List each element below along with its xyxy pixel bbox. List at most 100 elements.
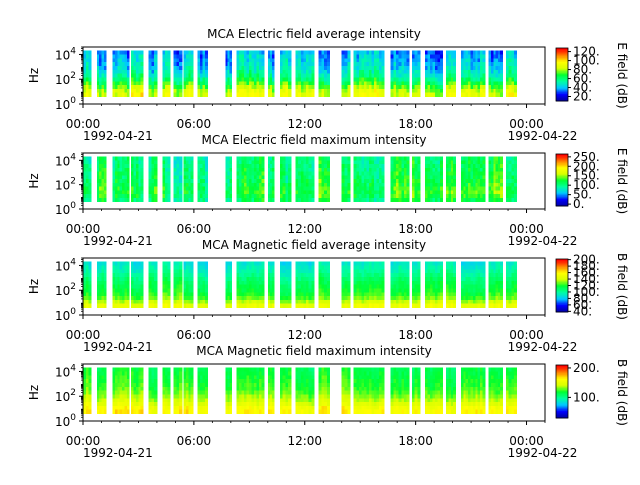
spectrogram-cell [198, 160, 201, 164]
spectrogram-cell [319, 66, 322, 70]
spectrogram-cell [480, 172, 483, 176]
spectrogram-cell [122, 304, 125, 308]
spectrogram-cell [86, 285, 89, 289]
spectrogram-cell [283, 198, 286, 202]
spectrogram-cell [99, 157, 102, 161]
spectrogram-cell [188, 70, 191, 74]
spectrogram-cell [500, 198, 503, 202]
spectrogram-cell [514, 51, 517, 55]
spectrogram-cell [141, 157, 144, 161]
spectrogram-cell [205, 66, 208, 70]
spectrogram-cell [321, 183, 324, 187]
spectrogram-cell [191, 81, 194, 85]
spectrogram-cell [374, 160, 377, 164]
spectrogram-cell [254, 81, 257, 85]
spectrogram-cell [303, 62, 306, 66]
spectrogram-cell [364, 157, 367, 161]
spectrogram-cell [354, 160, 357, 164]
spectrogram-cell [288, 55, 291, 59]
spectrogram-cell [498, 85, 501, 89]
spectrogram-cell [393, 70, 396, 74]
spectrogram-cell [471, 194, 474, 198]
spectrogram-cell [366, 175, 369, 179]
spectrogram-cell [97, 296, 100, 300]
spectrogram-cell [283, 183, 286, 187]
spectrogram-cell [361, 281, 364, 285]
spectrogram-cell [285, 198, 288, 202]
spectrogram-cell [165, 300, 168, 304]
spectrogram-cell [203, 183, 206, 187]
spectrogram-cell [404, 187, 407, 191]
spectrogram-cell [427, 93, 430, 97]
spectrogram-cell [393, 187, 396, 191]
spectrogram-cell [203, 285, 206, 289]
spectrogram-cell [354, 85, 357, 89]
spectrogram-cell [483, 288, 486, 292]
spectrogram-cell [342, 70, 345, 74]
spectrogram-cell [344, 296, 347, 300]
spectrogram-cell [254, 168, 257, 172]
spectrogram-cell [115, 175, 118, 179]
spectrogram-cell [496, 160, 499, 164]
spectrogram-cell [391, 304, 394, 308]
spectrogram-cell [425, 74, 428, 78]
spectrogram-cell [364, 66, 367, 70]
spectrogram-cell [162, 89, 165, 93]
spectrogram-cell [86, 292, 89, 296]
spectrogram-cell [468, 62, 471, 66]
spectrogram-cell [493, 194, 496, 198]
spectrogram-cell [306, 66, 309, 70]
spectrogram-cell [461, 81, 464, 85]
spectrogram-cell [203, 51, 206, 55]
spectrogram-cell [113, 296, 116, 300]
panel-3: MCA Magnetic field average intensityHz10… [27, 238, 629, 354]
spectrogram-cell [246, 70, 249, 74]
spectrogram-cell [241, 172, 244, 176]
spectrogram-cell [120, 175, 123, 179]
spectrogram-cell [407, 66, 410, 70]
spectrogram-cell [511, 66, 514, 70]
spectrogram-cell [133, 288, 136, 292]
spectrogram-cell [122, 187, 125, 191]
spectrogram-cell [432, 172, 435, 176]
spectrogram-cell [99, 168, 102, 172]
spectrogram-cell [372, 51, 375, 55]
spectrogram-cell [500, 187, 503, 191]
spectrogram-cell [301, 285, 304, 289]
spectrogram-cell [399, 172, 402, 176]
spectrogram-cell [430, 89, 433, 93]
spectrogram-cell [342, 273, 345, 277]
spectrogram-cell [369, 300, 372, 304]
spectrogram-cell [344, 85, 347, 89]
spectrogram-cell [344, 262, 347, 266]
spectrogram-cell [415, 288, 418, 292]
spectrogram-cell [167, 277, 170, 281]
spectrogram-cell [463, 288, 466, 292]
spectrogram-cell [259, 281, 262, 285]
spectrogram-cell [86, 273, 89, 277]
spectrogram-cell [311, 304, 314, 308]
spectrogram-cell [89, 387, 92, 391]
spectrogram-cell [288, 198, 291, 202]
spectrogram-cell [167, 157, 170, 161]
spectrogram-cell [127, 179, 130, 183]
spectrogram-cell [288, 168, 291, 172]
spectrogram-cell [415, 190, 418, 194]
spectrogram-cell [280, 164, 283, 168]
spectrogram-cell [249, 300, 252, 304]
spectrogram-cell [131, 292, 134, 296]
spectrogram-cell [296, 285, 299, 289]
spectrogram-cell [311, 190, 314, 194]
spectrogram-cell [471, 262, 474, 266]
spectrogram-cell [306, 198, 309, 202]
spectrogram-cell [463, 77, 466, 81]
spectrogram-cell [412, 262, 415, 266]
spectrogram-cell [241, 292, 244, 296]
spectrogram-cell [133, 62, 136, 66]
spectrogram-cell [298, 194, 301, 198]
spectrogram-cell [122, 273, 125, 277]
x-tick-label: 18:00 [398, 117, 433, 131]
spectrogram-cell [285, 269, 288, 273]
spectrogram-cell [133, 190, 136, 194]
spectrogram-cell [122, 51, 125, 55]
